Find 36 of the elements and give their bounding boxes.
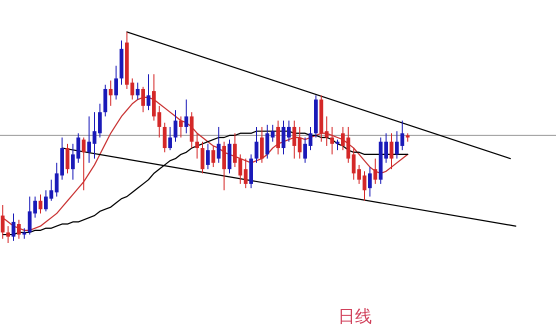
candlestick: [336, 139, 340, 151]
candlestick: [206, 143, 210, 170]
candlestick: [6, 226, 10, 244]
candlestick: [108, 80, 113, 106]
text: 日线: [338, 307, 372, 327]
candlestick: [276, 120, 280, 155]
candlestick: [114, 65, 118, 100]
candlestick: [330, 126, 334, 155]
candlestick: [324, 116, 329, 146]
candlestick: [66, 143, 70, 174]
candlestick: [174, 110, 178, 142]
candlestick: [216, 126, 221, 164]
candlestick: [82, 137, 86, 191]
candlestick: [162, 122, 167, 153]
candlestick: [179, 116, 183, 138]
candlestick: [368, 166, 372, 198]
candlestick: [270, 124, 275, 142]
candlestick: [222, 141, 226, 191]
candlestick: [254, 126, 258, 164]
candlestick: [146, 74, 150, 111]
candlestick: [292, 120, 296, 160]
candlestick: [244, 158, 248, 189]
candlestick: [390, 132, 394, 170]
candlestick: [200, 141, 204, 174]
candlestick: [38, 194, 42, 214]
candlestick: [184, 99, 188, 134]
candlestick: [195, 132, 199, 160]
candlestick: [168, 126, 172, 151]
candlestick: [211, 145, 216, 168]
candlestick: [136, 82, 140, 100]
candlestick: [103, 84, 108, 117]
candlestick: [298, 126, 302, 160]
candlestick: [12, 212, 16, 242]
candlestick: [265, 124, 270, 160]
candlestick: [260, 126, 264, 164]
candlestick: [373, 158, 378, 184]
